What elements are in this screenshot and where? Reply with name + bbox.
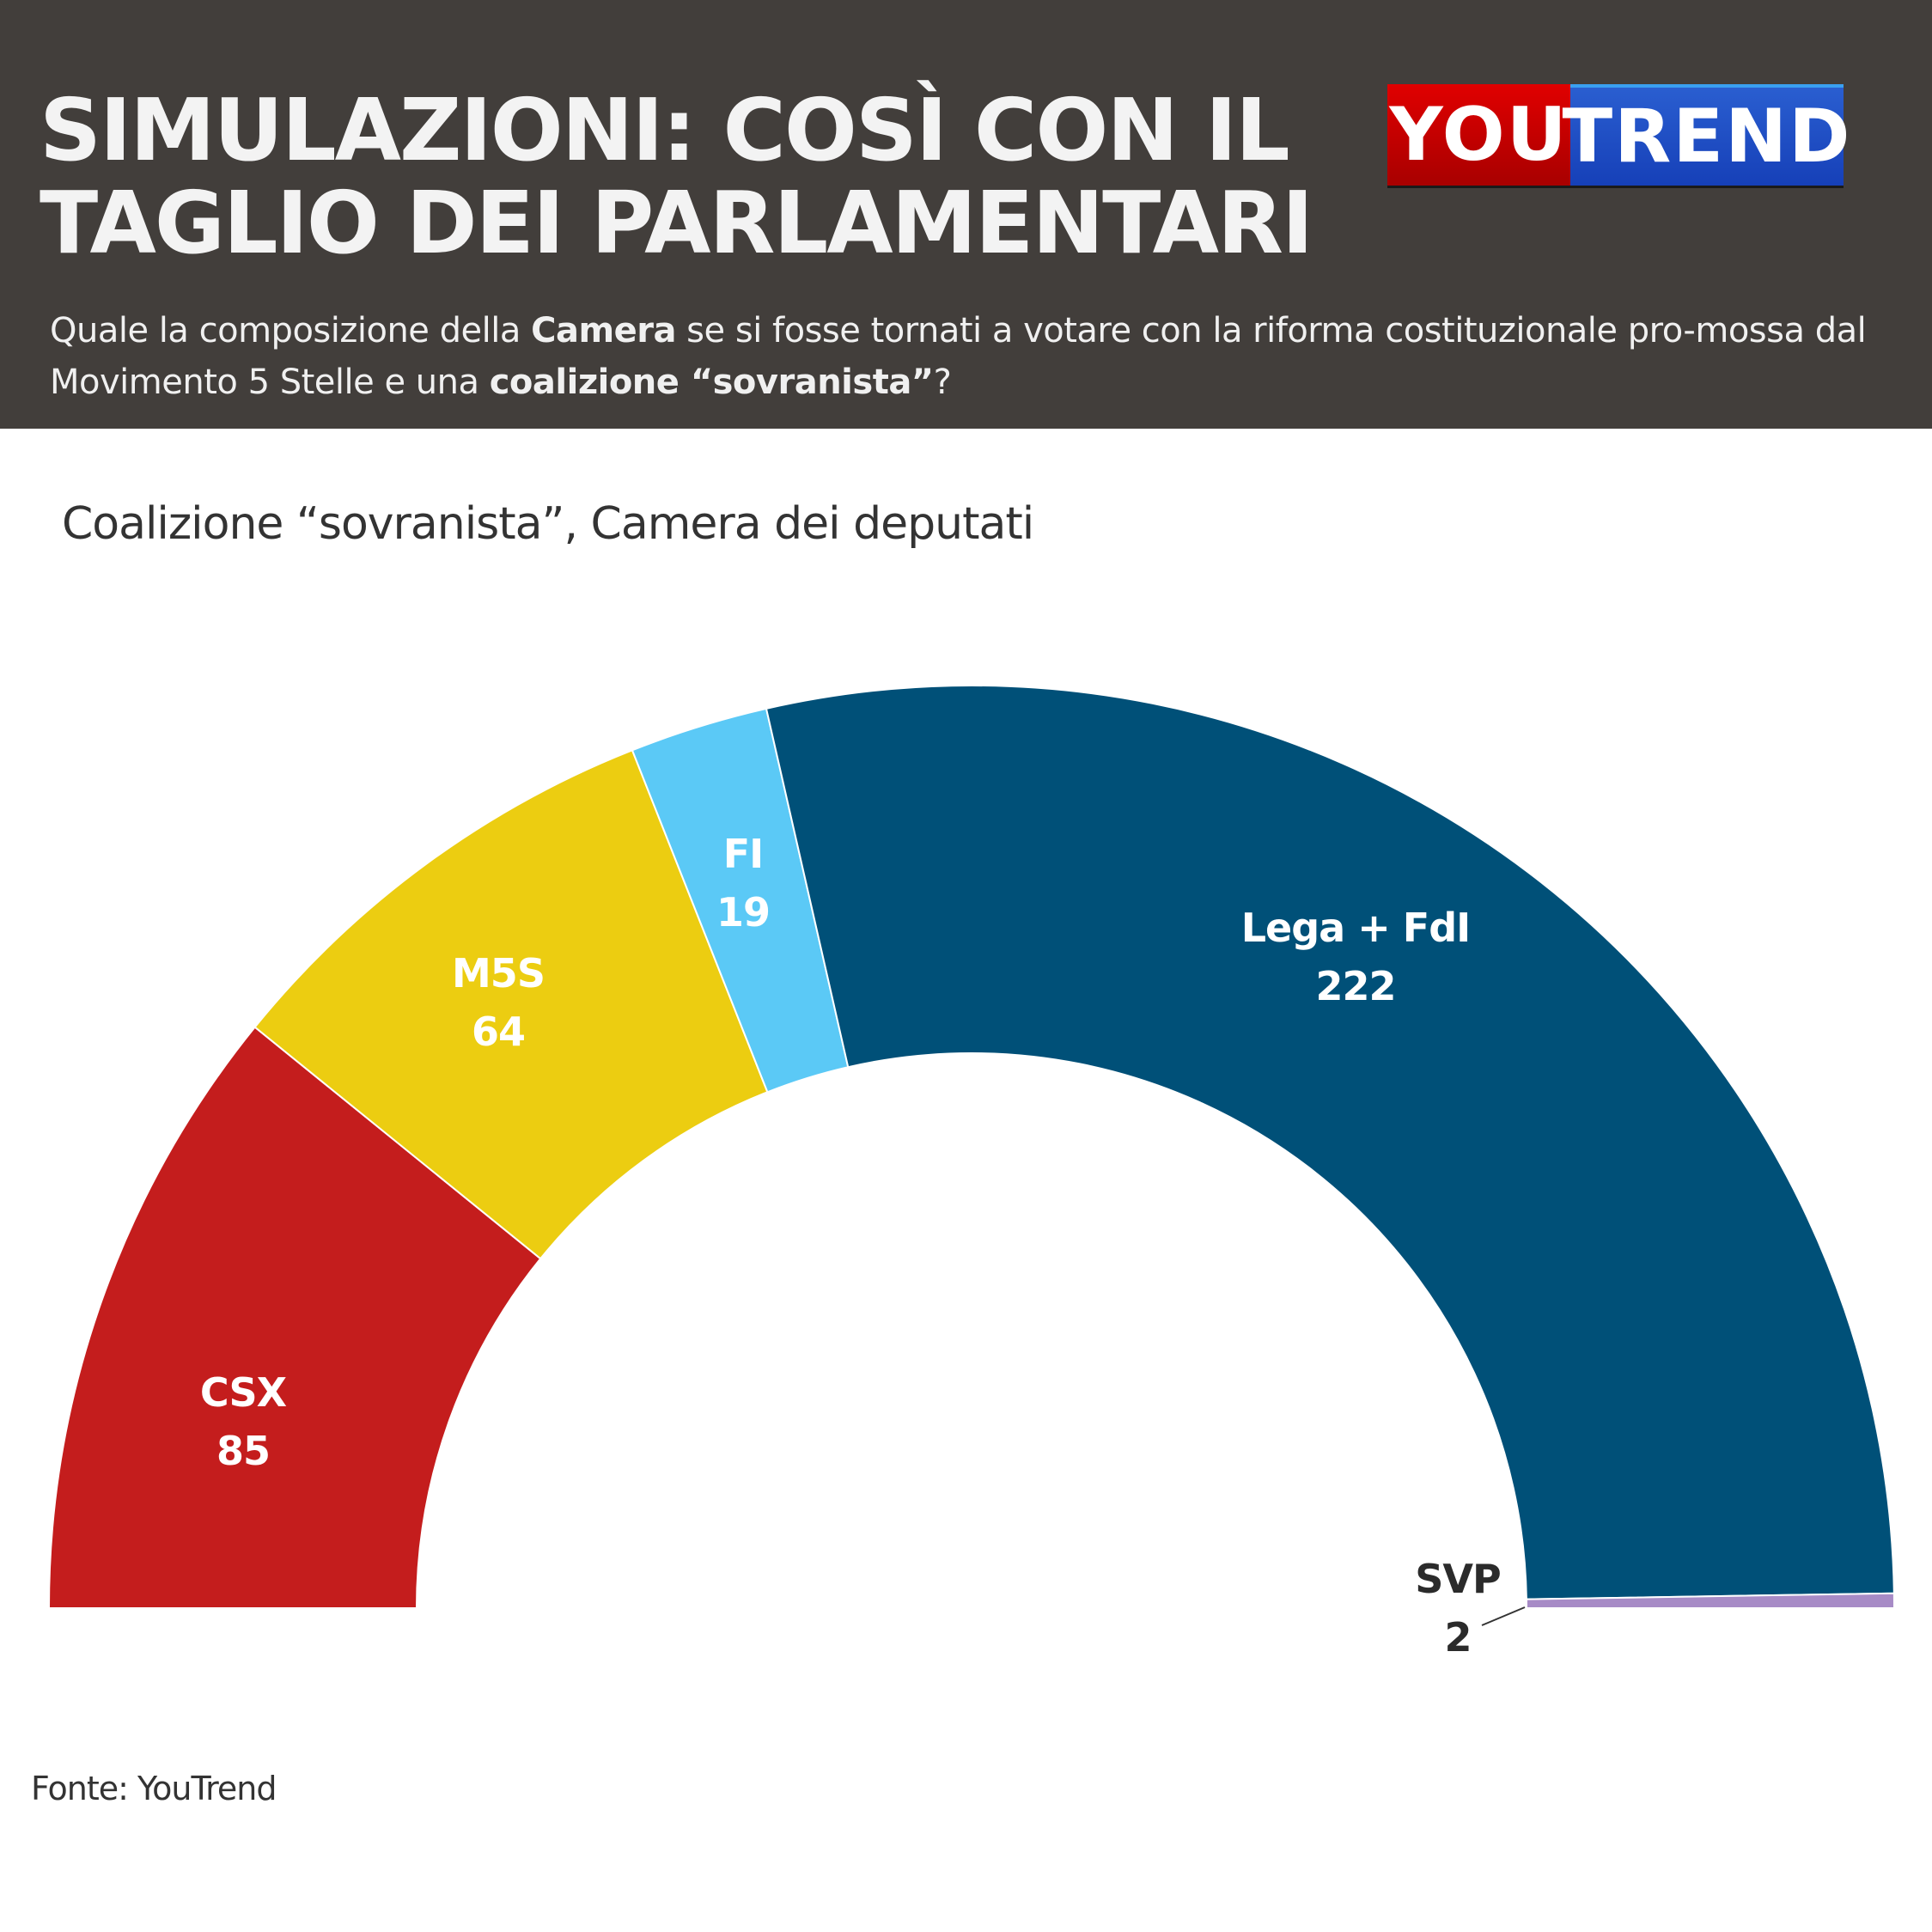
youtrend-logo: YOU TREND [1387,84,1850,186]
subtitle-bold: coalizione “sovranista” [489,363,934,402]
label-name: CSX [200,1369,287,1416]
label-name: SVP [1415,1556,1500,1602]
logo-trend: TREND [1563,84,1850,186]
title-line-1: SIMULAZIONI: COSÌ CON IL [40,80,1290,180]
subtitle-text: ? [933,363,952,402]
segment-m5s [253,748,769,1260]
subtitle-bold: Camera [531,311,676,350]
svp-leader-line [1481,1606,1526,1626]
label-value: 2 [1444,1614,1471,1661]
page-title: SIMULAZIONI: COSÌ CON IL TAGLIO DEI PARL… [40,80,1313,273]
label-value: 222 [1315,963,1395,1009]
header: SIMULAZIONI: COSÌ CON IL TAGLIO DEI PARL… [0,0,1932,429]
segment-svp [1525,1592,1896,1609]
segment-csx [47,1026,542,1609]
subtitle-text: se si fosse tornati a votare con la rifo… [50,311,1867,402]
chart-title: Coalizione “sovranista”, Camera dei depu… [62,498,1034,550]
subtitle-text: Quale la composizione della [50,311,532,350]
label-value: 85 [216,1428,270,1474]
logo-you: YOU [1387,84,1570,186]
segment-lega-fdi [765,685,1895,1600]
title-line-2: TAGLIO DEI PARLAMENTARI [40,173,1313,273]
label-name: Lega + FdI [1241,905,1471,951]
label-value: 19 [716,889,770,936]
label-name: FI [723,831,764,877]
source-note: Fonte: YouTrend [31,1770,277,1807]
label-name: M5S [452,950,545,996]
label-value: 64 [472,1009,525,1055]
subtitle: Quale la composizione della Camera se si… [50,305,1897,408]
